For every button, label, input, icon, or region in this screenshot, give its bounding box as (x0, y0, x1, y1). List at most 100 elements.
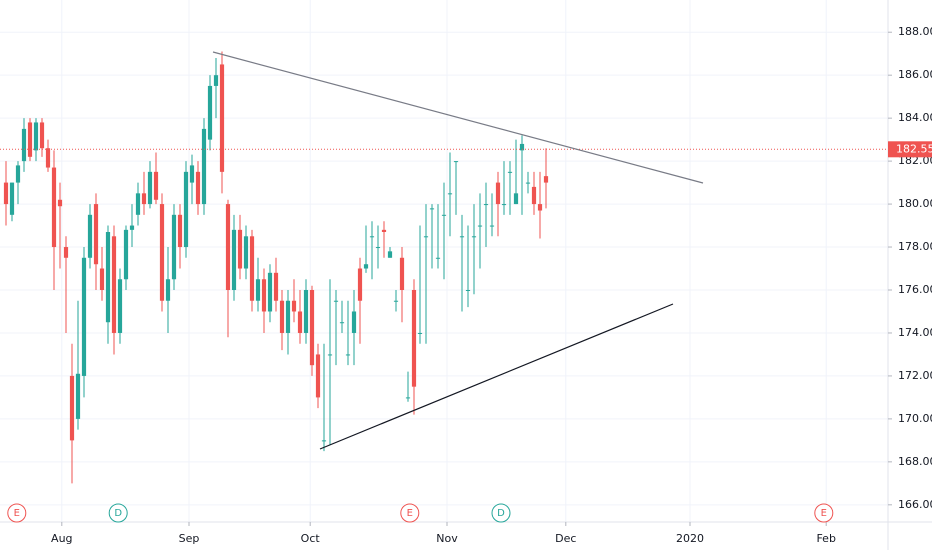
candle-body (351, 311, 357, 333)
candle-body (375, 247, 381, 249)
candle-body (279, 300, 285, 333)
y-tick-label: 174.00 (898, 326, 932, 339)
candle-body (429, 208, 435, 210)
event-marker: E (814, 503, 834, 523)
candle-body (195, 171, 201, 205)
candle-body (495, 182, 501, 205)
candle-body (9, 182, 15, 215)
candle-body (525, 182, 531, 184)
candle-body (129, 225, 135, 230)
candle-body (3, 182, 9, 205)
candle-body (531, 186, 537, 205)
last-price-label: 182.55 (896, 142, 932, 155)
x-tick-label: Nov (436, 532, 458, 545)
candles (0, 51, 888, 484)
y-tick-label: 178.00 (898, 240, 932, 253)
candle-body (411, 290, 417, 387)
y-tick-label: 170.00 (898, 412, 932, 425)
candle-body (405, 397, 411, 399)
candle-body (477, 225, 483, 227)
candle-body (237, 229, 243, 269)
candle-body (69, 375, 75, 441)
candle-body (273, 272, 279, 301)
candle-body (165, 279, 171, 301)
candle-body (417, 332, 423, 334)
candle-body (519, 143, 525, 151)
candle-body (117, 279, 123, 333)
candle-body (465, 290, 471, 291)
candle-body (225, 204, 231, 290)
trend-line-lower (319, 303, 674, 450)
candle-body (15, 165, 21, 183)
y-tick-label: 166.00 (898, 498, 932, 511)
last-price-badge (888, 141, 932, 158)
candle-body (507, 171, 513, 173)
candle-body (63, 247, 69, 258)
candle-body (381, 229, 387, 232)
candle-body (321, 440, 327, 442)
x-tick-label: Aug (51, 532, 72, 545)
candle-body (249, 236, 255, 301)
candle-body (147, 171, 153, 205)
event-label: D (497, 508, 505, 519)
candle-body (189, 165, 195, 183)
candle-body (363, 264, 369, 269)
event-circle (491, 503, 511, 523)
candle-body (243, 236, 249, 269)
candle-body (345, 354, 351, 356)
candle-body (201, 128, 207, 205)
candle-body (21, 128, 27, 162)
candle-body (123, 229, 129, 280)
y-tick-label: 188.00 (898, 25, 932, 38)
event-circle (7, 503, 27, 523)
candle-body (441, 214, 447, 216)
x-tick-label: Sep (179, 532, 200, 545)
candle-body (483, 204, 489, 206)
candle-body (309, 290, 315, 366)
candle-body (51, 167, 57, 248)
candle-body (369, 236, 375, 238)
candle-body (357, 268, 363, 301)
event-label: D (114, 508, 122, 519)
y-tick-label: 182.00 (898, 154, 932, 167)
candle-body (297, 311, 303, 333)
event-marker: D (108, 503, 128, 523)
grid (0, 0, 888, 522)
x-tick-label: 2020 (676, 532, 704, 545)
candle-body (39, 122, 45, 149)
candle-body (33, 122, 39, 151)
candle-body (207, 85, 213, 140)
trend-line-upper (212, 51, 704, 184)
candle-body (339, 322, 345, 324)
y-tick-label: 184.00 (898, 111, 932, 124)
candle-body (111, 236, 117, 333)
candle-body (159, 204, 165, 301)
candle-body (543, 176, 549, 183)
candle-body (333, 300, 339, 302)
candle-body (303, 290, 309, 333)
candle-body (459, 236, 465, 238)
candle-body (141, 193, 147, 205)
candle-body (93, 204, 99, 265)
candle-body (255, 279, 261, 301)
candle-body (399, 257, 405, 290)
candle-body (99, 268, 105, 290)
event-marker: D (491, 503, 511, 523)
candle-body (213, 75, 219, 86)
candle-body (219, 64, 225, 172)
y-tick-label: 168.00 (898, 455, 932, 468)
candle-body (291, 300, 297, 312)
x-tick-label: Dec (555, 532, 576, 545)
candle-body (285, 300, 291, 333)
y-tick-label: 186.00 (898, 68, 932, 81)
candle-body (387, 251, 393, 258)
candle-body (501, 204, 507, 206)
candle-body (537, 204, 543, 211)
event-label: E (14, 508, 20, 519)
candle-body (57, 199, 63, 207)
event-marker: E (400, 503, 420, 523)
candle-body (105, 232, 111, 323)
candle-body (315, 354, 321, 398)
candle-body (135, 193, 141, 215)
